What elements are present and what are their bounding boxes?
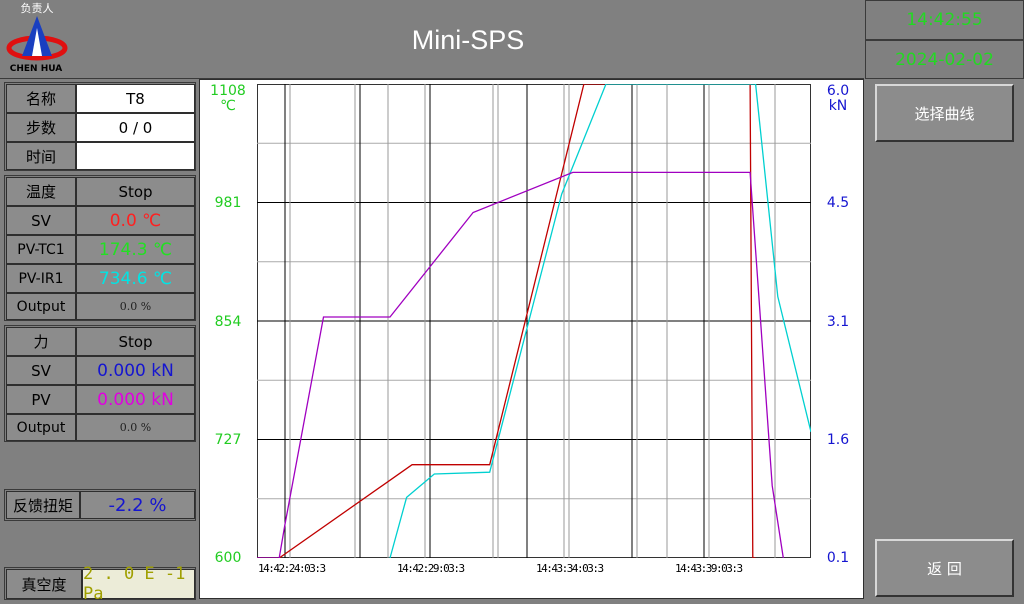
temperature-label: 温度	[6, 177, 76, 206]
right-axis-top: 6.0 kN	[818, 84, 858, 114]
left-axis-unit: ℃	[220, 98, 236, 114]
right-axis-unit: kN	[828, 98, 848, 114]
force-sv-label: SV	[6, 356, 76, 385]
logo-caption: 负责人	[20, 2, 54, 15]
vacuum-value: 2 . 0 E -1 Pa	[82, 564, 195, 604]
right-tick-2: 3.1	[826, 314, 850, 330]
temperature-status: Stop	[76, 177, 195, 206]
time-value	[76, 142, 195, 170]
series-line-1	[389, 84, 811, 558]
x-tick-0: 14:42:24:03:3	[258, 562, 326, 575]
left-tick-4: 600	[214, 550, 242, 566]
left-tick-0: 1108	[210, 83, 246, 99]
force-panel: 力 Stop SV 0.000 kN PV 0.000 kN Output 0.…	[4, 325, 196, 442]
left-tick-1: 981	[214, 195, 242, 211]
x-tick-3: 14:43:39:03:3	[675, 562, 743, 575]
right-tick-0: 6.0	[826, 83, 850, 99]
x-tick-1: 14:42:29:03:3	[397, 562, 465, 575]
feedback-torque-label: 反馈扭矩	[6, 491, 80, 519]
app-title: Mini-SPS	[411, 24, 525, 55]
temp-pv-ir1-label: PV-IR1	[6, 264, 76, 293]
back-button[interactable]: 返 回	[875, 539, 1014, 597]
right-tick-4: 0.1	[826, 550, 850, 566]
series-line-0	[257, 84, 756, 558]
logo-brand-text: CHEN HUA	[9, 64, 63, 74]
feedback-torque-value: -2.2 %	[80, 491, 195, 519]
header-bar: 负责人 CHEN HUA Mini-SPS	[0, 0, 864, 79]
vacuum-panel: 真空度 2 . 0 E -1 Pa	[4, 564, 196, 604]
right-tick-3: 1.6	[826, 432, 850, 448]
feedback-torque-panel: 反馈扭矩 -2.2 %	[4, 489, 196, 521]
x-tick-2: 14:43:34:03:3	[536, 562, 604, 575]
name-value: T8	[76, 84, 195, 113]
temp-output-value: 0.0 %	[76, 293, 195, 320]
vacuum-label: 真空度	[6, 569, 82, 599]
force-output-label: Output	[6, 414, 76, 441]
temp-sv-label: SV	[6, 206, 76, 235]
temp-pv-tc1-value: 174.3 ℃	[76, 235, 195, 264]
step-value: 0 / 0	[76, 113, 195, 142]
plot-area	[257, 84, 811, 558]
recipe-info-panel: 名称 T8 步数 0 / 0 时间	[4, 82, 196, 171]
series-line-2	[257, 171, 784, 558]
name-label: 名称	[6, 84, 76, 113]
select-curve-button[interactable]: 选择曲线	[875, 84, 1014, 142]
step-label: 步数	[6, 113, 76, 142]
force-pv-label: PV	[6, 385, 76, 414]
force-label: 力	[6, 327, 76, 356]
temp-output-label: Output	[6, 293, 76, 320]
force-output-value: 0.0 %	[76, 414, 195, 441]
clock-time: 14:42:55	[865, 0, 1024, 40]
force-status: Stop	[76, 327, 195, 356]
force-sv-value: 0.000 kN	[76, 356, 195, 385]
left-tick-3: 727	[214, 432, 242, 448]
left-axis-top: 1108 ℃	[208, 84, 248, 114]
temp-pv-tc1-label: PV-TC1	[6, 235, 76, 264]
left-tick-2: 854	[214, 314, 242, 330]
temperature-panel: 温度 Stop SV 0.0 ℃ PV-TC1 174.3 ℃ PV-IR1 7…	[4, 175, 196, 321]
force-pv-value: 0.000 kN	[76, 385, 195, 414]
time-label: 时间	[6, 142, 76, 170]
clock-date: 2024-02-02	[865, 40, 1024, 79]
right-tick-1: 4.5	[826, 195, 850, 211]
temp-sv-value: 0.0 ℃	[76, 206, 195, 235]
chenhua-logo	[6, 16, 68, 61]
temp-pv-ir1-value: 734.6 ℃	[76, 264, 195, 293]
